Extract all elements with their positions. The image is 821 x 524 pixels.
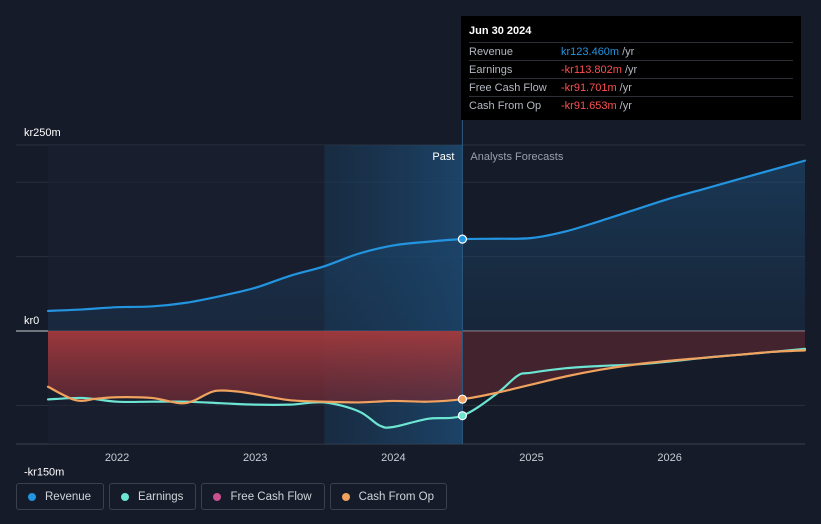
tooltip-rows: Revenue kr123.460m/yr Earnings -kr113.802m /…	[469, 42, 793, 114]
legend-label: Free Cash Flow	[230, 490, 312, 503]
area-layer	[48, 160, 805, 404]
x-axis-tick-2022: 2022	[105, 452, 129, 464]
x-axis-tick-2026: 2026	[657, 452, 681, 464]
y-axis-label-0: kr250m	[24, 127, 61, 139]
tooltip-row-label: Free Cash Flow	[469, 81, 547, 94]
tooltip: Jun 30 2024 Revenue kr123.460m/yr Earnings…	[461, 16, 801, 120]
tooltip-row-value: -kr91.701m	[561, 81, 617, 94]
label-layer: Past Analysts Forecasts kr250m kr0 -kr150m…	[24, 127, 682, 479]
tooltip-date: Jun 30 2024	[469, 25, 532, 37]
legend-item-cash-from-op[interactable]: Cash From Op	[329, 483, 448, 510]
legend-dot-icon	[341, 492, 350, 501]
x-axis-tick-2024: 2024	[381, 452, 405, 464]
cash-from-op-line	[46, 349, 807, 405]
tooltip-row-value: kr123.460m	[561, 45, 620, 58]
x-axis-tick-2025: 2025	[519, 452, 543, 464]
x-axis-tick-2023: 2023	[243, 452, 267, 464]
revenue-highlight-point	[457, 234, 468, 244]
line-layer	[46, 159, 807, 429]
legend-item-earnings[interactable]: Earnings	[109, 483, 197, 510]
tooltip-row-value: -kr113.802m	[561, 63, 622, 76]
revenue-area	[48, 160, 805, 331]
legend-label: Earnings	[138, 490, 184, 503]
cash-from-op-highlight-point	[457, 394, 468, 404]
legend-dot-icon	[28, 492, 36, 501]
loss-area-past	[48, 331, 463, 404]
loss-area-forecast	[462, 331, 805, 400]
tooltip-row-revenue: Revenue kr123.460m/yr	[469, 42, 793, 60]
revenue-line	[46, 159, 807, 313]
legend: Revenue Earnings Free Cash Flow Cash From O…	[16, 483, 448, 510]
legend-label: Revenue	[45, 490, 92, 503]
tooltip-row-label: Earnings	[469, 63, 513, 76]
tooltip-row-label: Revenue	[469, 45, 514, 58]
earnings-highlight-point	[457, 411, 468, 421]
tooltip-row-label: Cash From Op	[469, 99, 542, 112]
past-label: Past	[432, 151, 454, 163]
forecast-label: Analysts Forecasts	[470, 151, 563, 163]
legend-dot-icon	[121, 492, 130, 501]
tooltip-row-cash-from-op: Cash From Op -kr91.653m/yr	[469, 96, 793, 114]
legend-item-free-cash-flow[interactable]: Free Cash Flow	[201, 483, 325, 510]
tooltip-row-free-cash-flow: Free Cash Flow -kr91.701m/yr	[469, 78, 793, 96]
tooltip-row-unit: /yr	[622, 45, 635, 58]
tooltip-row-earnings: Earnings -kr113.802m/yr	[469, 60, 793, 78]
y-axis-label-2: -kr150m	[24, 467, 64, 479]
point-layer	[457, 234, 468, 421]
tooltip-row-unit: /yr	[619, 81, 632, 94]
tooltip-row-unit: /yr	[624, 63, 638, 76]
legend-label: Cash From Op	[358, 490, 435, 503]
tooltip-row-value: -kr91.653m	[561, 99, 617, 112]
legend-item-revenue[interactable]: Revenue	[16, 483, 105, 510]
legend-dot-icon	[213, 492, 222, 501]
tooltip-row-unit: /yr	[619, 99, 632, 112]
y-axis-label-1: kr0	[24, 315, 39, 327]
